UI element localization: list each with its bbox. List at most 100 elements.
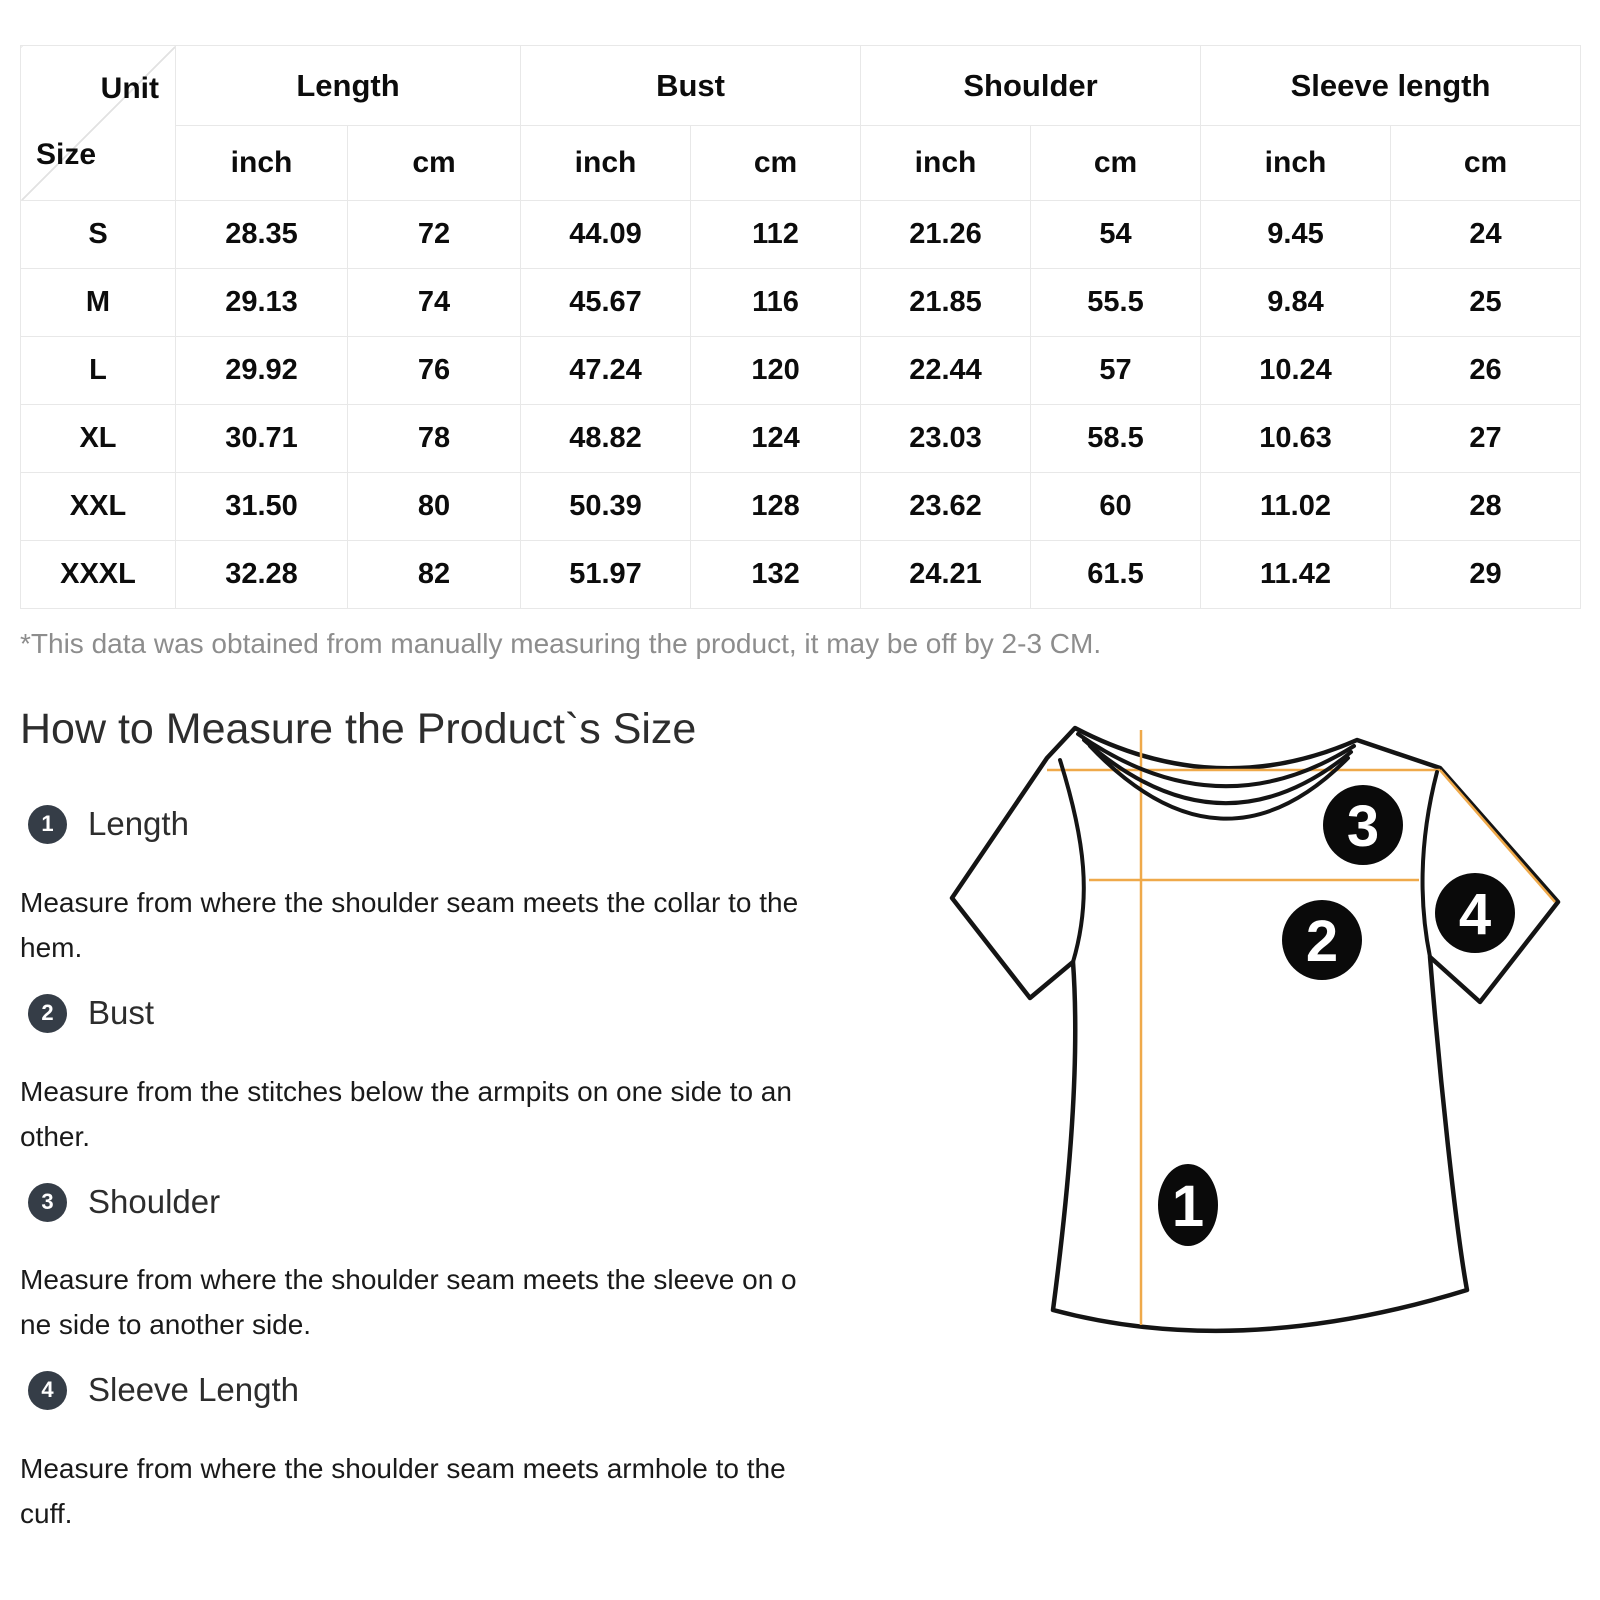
diagram-badge-3 [1323, 785, 1403, 865]
column-group-shoulder: Shoulder [860, 45, 1202, 126]
description-line: Measure from the stitches below the armp… [20, 1076, 792, 1107]
diagram-badge-4 [1435, 873, 1515, 953]
table-cell: 26 [1390, 336, 1582, 405]
unit-header-cm: cm [689, 125, 862, 201]
table-cell: 28.35 [175, 200, 348, 269]
unit-header-cm: cm [1390, 125, 1582, 201]
step-badge-3: 3 [28, 1182, 67, 1222]
size-row-label: XXL [20, 472, 176, 541]
size-row-label: M [20, 268, 176, 337]
corner-size-label: Size [36, 138, 97, 171]
table-cell: 112 [689, 200, 862, 269]
size-row-label: S [20, 200, 176, 269]
table-cell: 44.09 [520, 200, 691, 269]
table-cell: 25 [1390, 268, 1582, 337]
size-row-label: L [20, 336, 176, 405]
table-row-xxxl: XXXL 32.28 82 51.97 132 24.21 61.5 11.42… [20, 540, 1582, 609]
table-cell: 30.71 [175, 404, 348, 473]
table-cell: 10.24 [1200, 336, 1392, 405]
table-cell: 58.5 [1030, 404, 1202, 473]
unit-header-cm: cm [1030, 125, 1202, 201]
tshirt-outline [949, 725, 1561, 1334]
left-armhole-seam [1058, 758, 1086, 964]
table-cell: 72 [347, 200, 521, 269]
sleeve-length-description: Measure from where the shoulder seam mee… [20, 1446, 900, 1536]
column-group-length: Length [175, 45, 521, 126]
table-cell: 10.63 [1200, 404, 1392, 473]
step-badge-2: 2 [28, 993, 67, 1033]
table-row-l: L 29.92 76 47.24 120 22.44 57 10.24 26 [20, 336, 1582, 405]
step-badge-1: 1 [28, 804, 67, 844]
table-cell: 11.02 [1200, 472, 1392, 541]
table-cell: 57 [1030, 336, 1202, 405]
right-armhole-seam [1420, 770, 1439, 959]
column-group-bust: Bust [519, 45, 862, 126]
size-chart-table: Unit Size Length Bust Shoulder Sleeve le… [20, 45, 1582, 609]
table-row-xxl: XXL 31.50 80 50.39 128 23.62 60 11.02 28 [20, 472, 1582, 541]
measure-section-length: 1 Length [28, 804, 189, 844]
table-cell: 28 [1390, 472, 1582, 541]
diagram-badge-4-number: 4 [1459, 882, 1491, 947]
description-line: Measure from where the shoulder seam mee… [20, 887, 799, 918]
diagram-badge-1 [1158, 1164, 1218, 1246]
step-badge-4: 4 [28, 1370, 67, 1410]
size-row-label: XL [20, 404, 176, 473]
table-cell: 60 [1030, 472, 1202, 541]
unit-size-corner-cell: Unit Size [20, 45, 176, 201]
description-line: Measure from where the shoulder seam mee… [20, 1453, 786, 1484]
table-cell: 47.24 [520, 336, 691, 405]
table-cell: 61.5 [1030, 540, 1202, 609]
table-cell: 23.03 [860, 404, 1032, 473]
table-cell: 9.84 [1200, 268, 1392, 337]
table-cell: 22.44 [860, 336, 1032, 405]
measure-section-sleeve-length: 4 Sleeve Length [28, 1370, 299, 1410]
table-cell: 51.97 [520, 540, 691, 609]
table-cell: 23.62 [860, 472, 1032, 541]
collar-line [1082, 738, 1353, 805]
table-cell: 116 [689, 268, 862, 337]
table-cell: 54 [1030, 200, 1202, 269]
table-row-xl: XL 30.71 78 48.82 124 23.03 58.5 10.63 2… [20, 404, 1582, 473]
section-title-bust: Bust [88, 994, 155, 1031]
table-cell: 32.28 [175, 540, 348, 609]
section-title-shoulder: Shoulder [88, 1183, 221, 1220]
diagram-badge-2-number: 2 [1306, 909, 1338, 974]
measurement-disclaimer: *This data was obtained from manually me… [20, 628, 1102, 659]
unit-header-inch: inch [520, 125, 691, 201]
table-unit-header-row: inch cm inch cm inch cm inch cm [21, 125, 1582, 201]
guide-heading: How to Measure the Product`s Size [20, 705, 697, 753]
table-cell: 124 [689, 404, 862, 473]
table-cell: 120 [689, 336, 862, 405]
tshirt-measure-diagram: 1 2 3 4 [949, 725, 1561, 1334]
unit-header-inch: inch [860, 125, 1032, 201]
unit-header-cm: cm [347, 125, 521, 201]
table-cell: 11.42 [1200, 540, 1392, 609]
table-group-header-row: Unit Size Length Bust Shoulder Sleeve le… [20, 45, 1582, 201]
table-cell: 29 [1390, 540, 1582, 609]
description-line: cuff. [20, 1498, 73, 1529]
bust-description: Measure from the stitches below the armp… [20, 1069, 900, 1159]
collar-line [1088, 744, 1350, 821]
sleeve-measure-line [1439, 769, 1556, 903]
shoulder-description: Measure from where the shoulder seam mee… [20, 1257, 900, 1347]
corner-unit-label: Unit [100, 72, 159, 105]
description-line: ne side to another side. [20, 1309, 312, 1340]
table-cell: 80 [347, 472, 521, 541]
table-cell: 48.82 [520, 404, 691, 473]
size-row-label: XXXL [20, 540, 176, 609]
table-cell: 29.92 [175, 336, 348, 405]
description-line: hem. [20, 932, 83, 963]
table-row-s: S 28.35 72 44.09 112 21.26 54 9.45 24 [20, 200, 1582, 269]
table-cell: 24 [1390, 200, 1582, 269]
unit-header-inch: inch [1200, 125, 1392, 201]
table-cell: 9.45 [1200, 200, 1392, 269]
diagram-badge-1-number: 1 [1172, 1174, 1204, 1239]
table-cell: 55.5 [1030, 268, 1202, 337]
diagram-badge-2 [1282, 900, 1362, 980]
length-description: Measure from where the shoulder seam mee… [20, 880, 900, 970]
table-cell: 82 [347, 540, 521, 609]
table-cell: 128 [689, 472, 862, 541]
description-line: other. [20, 1121, 91, 1152]
table-cell: 31.50 [175, 472, 348, 541]
